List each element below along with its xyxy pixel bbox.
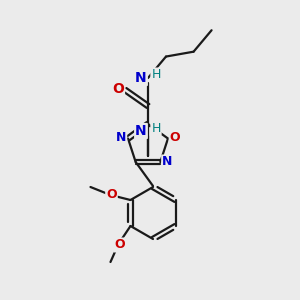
Text: N: N bbox=[135, 124, 147, 138]
Text: H: H bbox=[151, 122, 161, 134]
Text: O: O bbox=[170, 131, 180, 144]
Text: N: N bbox=[162, 155, 172, 169]
Text: O: O bbox=[112, 82, 124, 96]
Text: O: O bbox=[114, 238, 125, 251]
Text: N: N bbox=[116, 131, 126, 144]
Text: O: O bbox=[106, 188, 117, 200]
Text: H: H bbox=[151, 68, 161, 82]
Text: N: N bbox=[135, 71, 147, 85]
